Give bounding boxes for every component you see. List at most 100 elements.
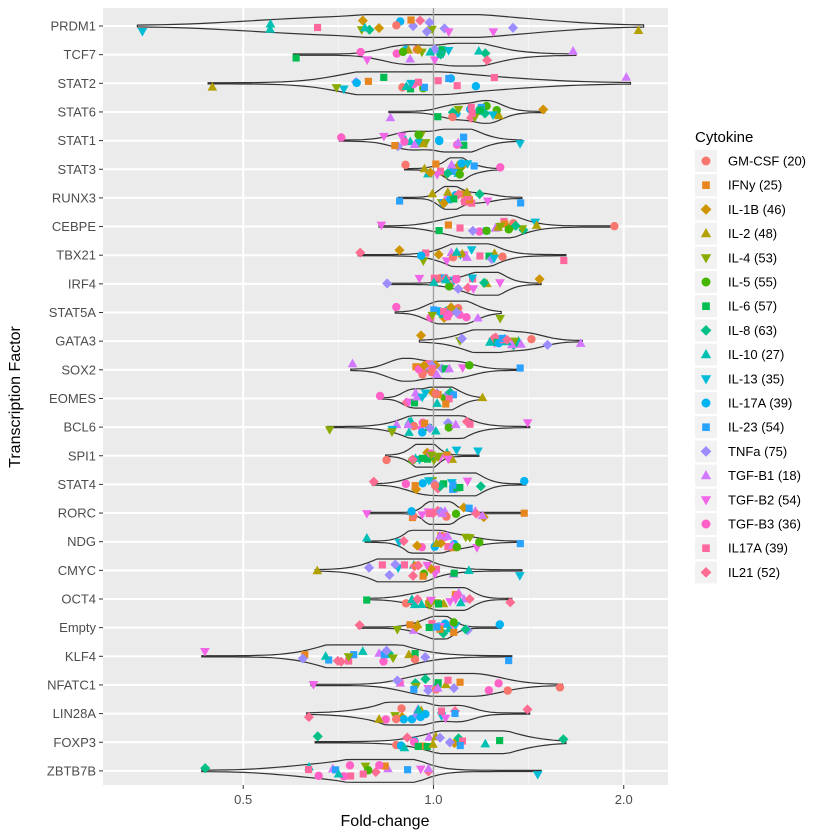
- data-point: [408, 21, 419, 32]
- data-point: [333, 768, 344, 778]
- data-point: [312, 565, 323, 575]
- data-point: [444, 221, 452, 229]
- legend-label: IFNy (25): [728, 178, 782, 193]
- data-point: [450, 419, 461, 429]
- data-point: [419, 572, 427, 580]
- data-point: [495, 279, 505, 288]
- y-tick-label: NDG: [67, 534, 96, 549]
- data-point: [354, 620, 365, 631]
- data-point: [456, 224, 464, 232]
- data-point: [451, 446, 462, 456]
- data-point: [516, 339, 526, 348]
- data-point: [292, 54, 300, 62]
- data-point: [428, 620, 436, 628]
- data-point: [437, 707, 446, 715]
- legend-label: GM-CSF (20): [728, 154, 806, 169]
- data-point: [520, 476, 529, 486]
- data-point: [496, 163, 505, 172]
- data-point: [392, 626, 403, 635]
- legend-label: IL-2 (48): [728, 226, 777, 241]
- data-point: [402, 732, 413, 743]
- data-point: [534, 274, 545, 285]
- data-point: [411, 622, 422, 633]
- data-point: [425, 46, 435, 56]
- data-point: [514, 572, 525, 581]
- data-point: [392, 21, 401, 30]
- data-point: [357, 15, 368, 26]
- data-point: [538, 104, 549, 115]
- data-point: [474, 189, 485, 200]
- data-point: [381, 762, 389, 770]
- data-point: [507, 22, 519, 33]
- data-point: [432, 171, 443, 180]
- legend-label: TGF-B1 (18): [728, 468, 801, 483]
- data-point: [464, 193, 472, 201]
- y-tick-label: PRDM1: [50, 19, 96, 34]
- data-point: [457, 159, 466, 168]
- data-point: [360, 762, 371, 772]
- data-point: [428, 739, 438, 748]
- data-point: [443, 28, 454, 38]
- data-point: [502, 334, 513, 345]
- legend-title: Cytokine: [695, 129, 753, 146]
- data-point: [452, 542, 462, 552]
- data-point: [445, 395, 453, 403]
- legend-label: IL-13 (35): [728, 371, 784, 386]
- x-tick-label: 0.5: [234, 792, 252, 807]
- y-tick-label: TBX21: [56, 248, 96, 263]
- data-point: [409, 139, 420, 149]
- data-point: [415, 765, 426, 775]
- data-point: [418, 428, 427, 437]
- data-point: [391, 714, 401, 724]
- data-point: [442, 531, 453, 540]
- data-point: [475, 538, 484, 547]
- data-point: [401, 81, 412, 91]
- data-point: [382, 455, 391, 465]
- violin-cmyc: [314, 558, 523, 583]
- data-point: [404, 427, 414, 436]
- data-point: [434, 77, 442, 85]
- data-point: [320, 651, 331, 660]
- data-point: [522, 704, 533, 715]
- data-point: [465, 361, 474, 370]
- data-point: [434, 679, 442, 687]
- legend-label: TNFa (75): [728, 444, 787, 459]
- data-point: [407, 454, 418, 465]
- data-point: [470, 162, 478, 170]
- data-point: [444, 737, 455, 748]
- legend-key-square: [702, 302, 710, 311]
- data-point: [432, 398, 442, 407]
- y-tick-label: STAT1: [57, 133, 96, 148]
- data-point: [364, 77, 372, 85]
- data-point: [476, 252, 484, 260]
- data-point: [423, 685, 434, 696]
- data-point: [375, 391, 385, 401]
- legend-label: IL-8 (63): [728, 323, 777, 338]
- data-point: [505, 597, 516, 608]
- data-point: [399, 715, 409, 724]
- data-point: [308, 680, 319, 690]
- data-point: [527, 335, 536, 344]
- data-point: [406, 79, 416, 89]
- y-tick-label: NFATC1: [47, 677, 96, 692]
- data-point: [435, 226, 443, 235]
- data-point: [479, 277, 490, 288]
- data-point: [449, 738, 460, 749]
- data-point: [413, 704, 424, 714]
- data-point: [479, 108, 491, 119]
- data-point: [517, 225, 528, 234]
- legend-key-square: [702, 423, 710, 432]
- data-point: [423, 763, 434, 773]
- data-point: [464, 593, 475, 605]
- data-point: [425, 167, 436, 178]
- data-point: [370, 766, 381, 778]
- data-point: [359, 770, 367, 778]
- data-point: [451, 307, 462, 318]
- data-points: [137, 15, 644, 781]
- data-point: [373, 23, 385, 34]
- data-point: [460, 141, 468, 149]
- data-point: [490, 73, 498, 82]
- y-tick-label: RUNX3: [52, 190, 96, 205]
- data-point: [417, 251, 426, 260]
- data-point: [409, 421, 419, 431]
